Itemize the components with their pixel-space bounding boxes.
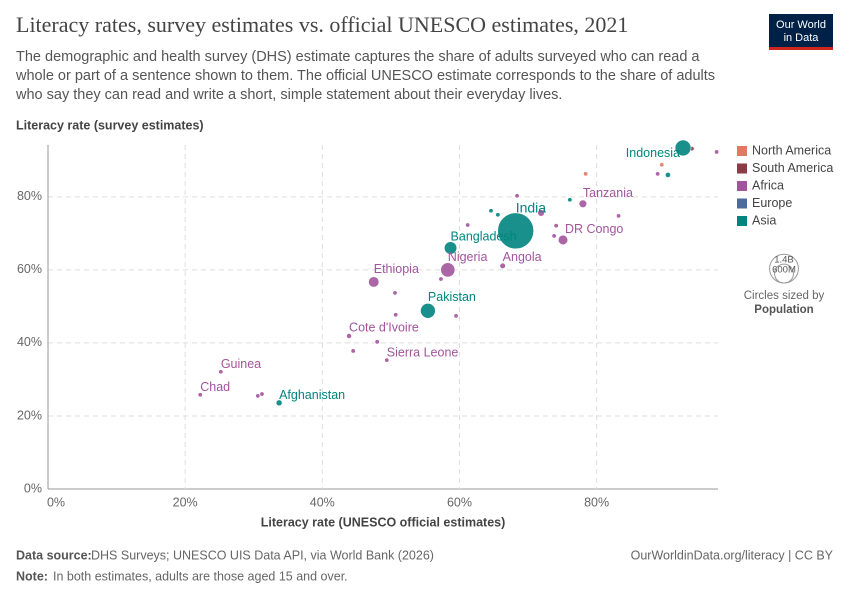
y-tick-label: 0% [24, 481, 42, 495]
x-tick-label: 40% [310, 495, 335, 509]
bubble [392, 290, 398, 296]
bubble [346, 333, 352, 339]
bubble [420, 303, 436, 319]
y-tick-label: 80% [17, 189, 42, 203]
point-label: Indonesia [626, 146, 680, 160]
bubble [384, 357, 390, 363]
point-label: Tanzania [583, 186, 633, 200]
x-tick-label: 80% [584, 495, 609, 509]
legend-label: Europe [752, 196, 792, 210]
bubble [255, 393, 261, 399]
logo-bar [769, 47, 833, 50]
subtitle: The demographic and health survey (DHS) … [16, 49, 700, 65]
bubble [443, 241, 458, 255]
bubble [659, 162, 665, 168]
bubble [259, 391, 265, 397]
x-tick-label: 0% [47, 495, 65, 509]
point-label: Guinea [221, 357, 261, 371]
logo-box [769, 14, 833, 50]
bubble [551, 233, 557, 239]
legend-swatch [737, 198, 747, 209]
bubble [665, 172, 671, 178]
legend-label: North America [752, 143, 831, 157]
legend-swatch [737, 181, 747, 191]
point-label: India [516, 200, 547, 216]
logo-text: in Data [784, 32, 820, 44]
y-tick-label: 20% [17, 408, 42, 422]
bubble [393, 312, 399, 318]
note-prefix: Note: [16, 569, 48, 583]
y-tick-label: 40% [17, 335, 42, 349]
bubble [655, 171, 661, 177]
legend-swatch [737, 163, 747, 174]
legend-swatch [737, 146, 747, 156]
x-tick-label: 20% [173, 495, 198, 509]
bubble [578, 199, 588, 208]
size-legend-label: 1.4B [774, 255, 794, 266]
bubble [514, 193, 520, 199]
x-axis-label: Literacy rate (UNESCO official estimates… [261, 515, 506, 529]
bubble [374, 339, 380, 345]
source: DHS Surveys; UNESCO UIS Data API, via Wo… [91, 548, 434, 562]
subtitle: whole or part of a sentence shown to the… [15, 68, 715, 84]
bubble [567, 197, 573, 203]
bubble [218, 369, 224, 375]
legend-swatch [737, 216, 747, 226]
point-label: Angola [503, 250, 542, 264]
logo-text: Our World [776, 19, 826, 31]
bubble [488, 208, 494, 214]
legend-label: Africa [752, 178, 784, 192]
bubble [553, 223, 559, 229]
chart-title: Literacy rates, survey estimates vs. off… [16, 12, 628, 37]
point-label: Pakistan [428, 290, 476, 304]
subtitle: who say they can read and write a short,… [15, 87, 562, 103]
size-legend-label: 600M [772, 265, 796, 276]
size-legend-circle [774, 263, 794, 284]
y-tick-label: 60% [17, 262, 42, 276]
point-label: Chad [200, 380, 230, 394]
x-tick-label: 60% [447, 495, 472, 509]
point-label: Bangladesh [451, 229, 517, 243]
legend-label: South America [752, 161, 833, 175]
credit: OurWorldinData.org/literacy | CC BY [631, 548, 834, 562]
note: In both estimates, adults are those aged… [53, 569, 348, 583]
bubble [368, 276, 380, 288]
bubble [616, 213, 622, 219]
bubble [583, 171, 589, 177]
bubble [275, 399, 283, 407]
bubble [714, 149, 720, 155]
bubble [499, 262, 506, 270]
bubble [438, 276, 444, 282]
bubble [495, 212, 501, 218]
source-prefix: Data source: [16, 548, 92, 562]
y-axis-label: Literacy rate (survey estimates) [16, 118, 204, 132]
point-label: DR Congo [565, 222, 623, 236]
point-label: Sierra Leone [387, 345, 459, 359]
point-label: Cote d'Ivoire [349, 320, 419, 334]
bubble [537, 209, 545, 217]
bubble [674, 139, 692, 157]
size-legend-title: Circles sized by [744, 290, 825, 302]
size-legend-variable: Population [754, 304, 813, 316]
bubble [350, 348, 356, 354]
point-label: Ethiopia [374, 262, 419, 276]
bubble [453, 313, 459, 319]
point-label: Afghanistan [279, 388, 345, 402]
bubble [440, 262, 456, 278]
legend-label: Asia [752, 213, 776, 227]
bubble [197, 392, 203, 398]
bubble [465, 222, 471, 228]
point-label: Nigeria [448, 250, 488, 264]
bubble [497, 212, 534, 250]
bubble [557, 234, 569, 246]
